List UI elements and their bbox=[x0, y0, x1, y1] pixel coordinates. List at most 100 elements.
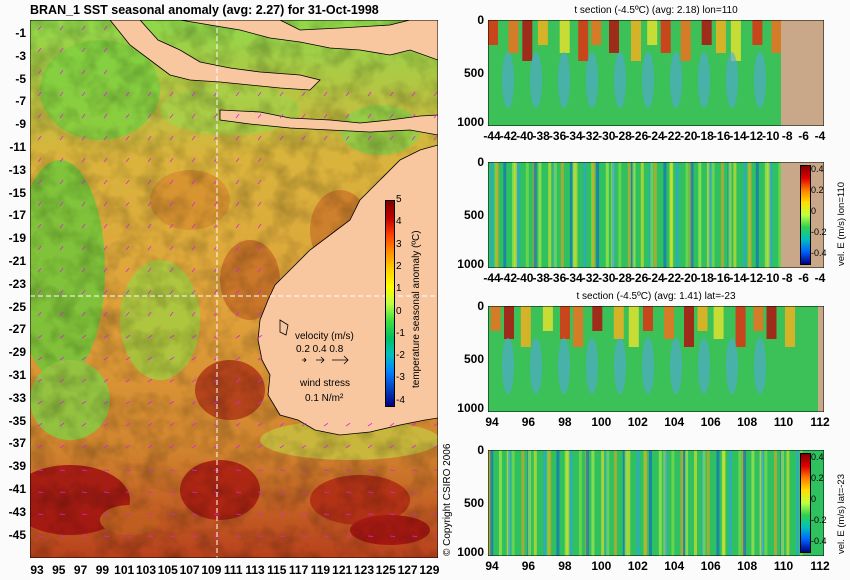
x-label: 96 bbox=[521, 559, 536, 573]
section-stripe bbox=[488, 450, 492, 556]
lon-label: 99 bbox=[95, 563, 110, 577]
lon-label: 97 bbox=[73, 563, 88, 577]
lat-label: -35 bbox=[8, 413, 26, 428]
vector-arrow bbox=[125, 91, 130, 97]
section-stripe bbox=[627, 162, 631, 268]
vector-arrow bbox=[367, 91, 372, 97]
x-label: -44 bbox=[483, 129, 501, 143]
vector-arrow bbox=[37, 356, 43, 361]
x-label: -6 bbox=[798, 129, 809, 143]
vector-arrow bbox=[147, 491, 154, 493]
section-cold-patch bbox=[502, 52, 514, 108]
map-colorbar-tick: 0 bbox=[396, 305, 402, 317]
vector-arrow bbox=[389, 469, 396, 471]
section-plot bbox=[488, 162, 824, 268]
vector-arrow bbox=[191, 113, 196, 119]
vector-arrow bbox=[125, 135, 130, 141]
vector-arrow bbox=[37, 223, 42, 229]
vector-arrow bbox=[37, 135, 42, 141]
vector-arrow bbox=[37, 25, 42, 31]
vector-arrow bbox=[257, 491, 264, 493]
vector-arrow bbox=[37, 157, 42, 163]
section-stripe bbox=[613, 450, 617, 556]
section-stripe bbox=[566, 450, 570, 556]
vector-arrow bbox=[213, 289, 218, 295]
vector-arrow bbox=[191, 245, 196, 251]
section-stripe bbox=[694, 450, 697, 556]
vector-arrow bbox=[169, 201, 174, 207]
vector-arrow bbox=[81, 69, 86, 75]
x-label: 94 bbox=[485, 415, 499, 429]
section-cold-patch bbox=[754, 338, 766, 394]
vector-arrow bbox=[257, 201, 262, 207]
x-label: 102 bbox=[627, 415, 648, 429]
lon-label: 127 bbox=[397, 563, 418, 577]
section-stripe bbox=[533, 450, 537, 556]
vector-arrow bbox=[59, 400, 65, 405]
vector-arrow bbox=[103, 422, 109, 427]
vector-arrow bbox=[433, 135, 438, 141]
vector-arrow bbox=[235, 400, 241, 405]
vector-arrow bbox=[103, 223, 108, 229]
vector-arrow bbox=[59, 69, 64, 75]
lon-label: 103 bbox=[135, 563, 157, 577]
section-stripe bbox=[664, 306, 674, 339]
section-stripe bbox=[556, 450, 560, 556]
section-stripe bbox=[573, 306, 584, 347]
vector-arrow bbox=[37, 469, 44, 471]
vector-arrow bbox=[103, 25, 108, 31]
vector-arrow bbox=[81, 113, 86, 119]
x-label: -34 bbox=[565, 271, 583, 285]
vector-arrow bbox=[37, 201, 42, 207]
section-stripe bbox=[548, 162, 552, 268]
vector-arrow bbox=[345, 444, 351, 449]
vector-arrow bbox=[59, 334, 65, 339]
vector-arrow bbox=[81, 135, 86, 141]
section-cold-patch bbox=[614, 52, 626, 108]
vector-arrow bbox=[235, 135, 240, 141]
vector-arrow bbox=[125, 469, 132, 471]
vector-arrow bbox=[257, 378, 263, 383]
section-stripe bbox=[796, 450, 800, 556]
vector-arrow bbox=[235, 513, 242, 515]
lat-label: -3 bbox=[15, 48, 26, 63]
vector-arrow bbox=[367, 444, 373, 449]
vector-arrow bbox=[147, 245, 152, 251]
section-stripe bbox=[488, 20, 498, 45]
section-stripe bbox=[753, 306, 764, 331]
x-label: 112 bbox=[810, 415, 830, 429]
section-stripe bbox=[533, 162, 537, 268]
x-label: -18 bbox=[696, 129, 714, 143]
x-label: -38 bbox=[532, 129, 550, 143]
section-cold-patch bbox=[530, 52, 542, 108]
section-stripe bbox=[537, 20, 548, 45]
velocity-colorbar-tick: 0.2 bbox=[811, 185, 824, 195]
map-colorbar-tick: 2 bbox=[396, 260, 402, 272]
section-stripe bbox=[738, 450, 742, 556]
vector-arrow bbox=[147, 444, 153, 449]
vector-arrow bbox=[59, 289, 64, 295]
vector-arrow bbox=[169, 356, 175, 361]
section-stripe bbox=[722, 450, 726, 556]
vector-arrow bbox=[169, 179, 174, 185]
section-cold-patch bbox=[642, 338, 654, 394]
vector-arrow bbox=[279, 513, 286, 515]
x-label: -10 bbox=[762, 271, 780, 285]
vector-arrow bbox=[279, 113, 284, 119]
section-cold-patch bbox=[586, 52, 598, 108]
vector-arrow bbox=[345, 91, 350, 97]
vector-arrow bbox=[169, 91, 174, 97]
x-label: -30 bbox=[598, 271, 616, 285]
vector-arrow bbox=[301, 113, 306, 119]
section-plot bbox=[488, 306, 824, 412]
vector-arrow bbox=[125, 444, 131, 449]
vector-arrow bbox=[191, 334, 197, 339]
section-stripe bbox=[630, 162, 634, 268]
vector-arrow bbox=[191, 223, 196, 229]
section-stripe bbox=[522, 20, 533, 61]
section-stripe bbox=[660, 20, 671, 53]
section-stripe bbox=[538, 162, 542, 268]
section-stripe bbox=[720, 162, 724, 268]
vector-arrow bbox=[169, 157, 174, 163]
section-cold-patch bbox=[726, 338, 738, 394]
